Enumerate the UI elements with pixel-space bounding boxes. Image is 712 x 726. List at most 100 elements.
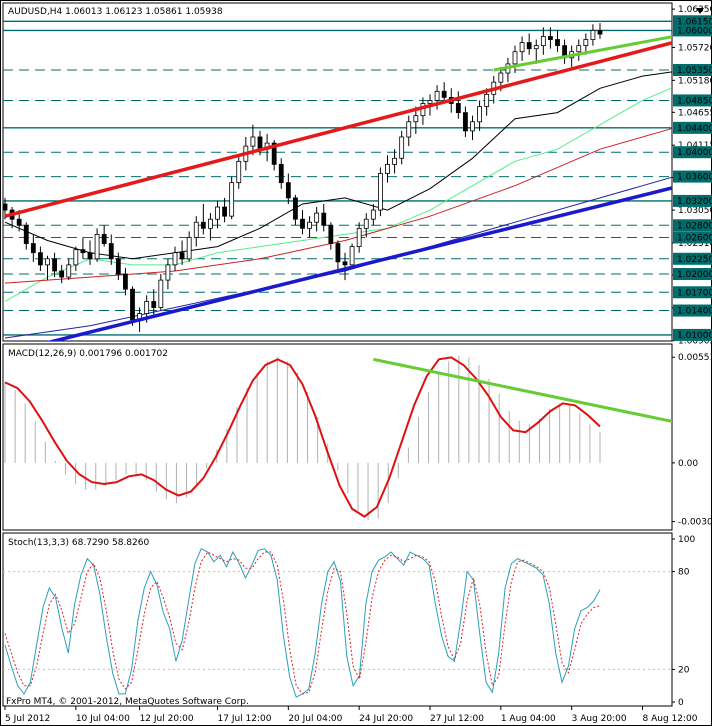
candle-body bbox=[108, 243, 114, 260]
candle bbox=[463, 106, 468, 137]
x-tick-label: 5 Jul 2012 bbox=[5, 714, 50, 724]
candle bbox=[455, 91, 461, 119]
y-tick-label: 1.04115 bbox=[678, 141, 712, 151]
candle bbox=[576, 39, 582, 61]
level-tag-bg bbox=[673, 146, 712, 159]
candle-body bbox=[66, 264, 72, 278]
y-tick-label: 1.06350 bbox=[678, 5, 712, 15]
candle bbox=[73, 246, 79, 271]
candle-body bbox=[548, 36, 553, 40]
candle bbox=[236, 155, 242, 189]
price-panel: 1.063501.057201.051801.046551.041151.035… bbox=[3, 5, 712, 347]
candle bbox=[562, 39, 567, 64]
candle bbox=[470, 115, 475, 141]
candle bbox=[526, 33, 532, 55]
candle-body bbox=[427, 100, 433, 104]
level-tag-label: 1.05350 bbox=[677, 66, 712, 76]
level-tag-label: 1.03200 bbox=[677, 197, 712, 207]
y-tick-label: 1.04655 bbox=[678, 108, 712, 118]
moving-average-ma-black bbox=[4, 71, 672, 260]
candle bbox=[300, 210, 305, 235]
candle bbox=[208, 213, 213, 241]
x-tick-label: 24 Jul 20:00 bbox=[359, 714, 413, 724]
candle-body bbox=[406, 121, 412, 138]
candle-body bbox=[498, 72, 504, 83]
stoch-main-line bbox=[4, 548, 601, 698]
candle-body bbox=[342, 261, 348, 266]
stoch-tick-label: 100 bbox=[678, 535, 695, 545]
candle bbox=[52, 252, 57, 278]
candle-body bbox=[208, 218, 213, 229]
candle-body bbox=[463, 112, 468, 132]
trend-line-support bbox=[46, 186, 672, 341]
candle bbox=[363, 213, 369, 238]
stoch-plot bbox=[3, 548, 672, 698]
y-tick-label: 1.05720 bbox=[678, 43, 712, 53]
candle-body bbox=[73, 249, 79, 266]
candle-body bbox=[3, 203, 8, 211]
candle bbox=[200, 203, 206, 235]
candle bbox=[151, 289, 157, 317]
candle bbox=[597, 23, 603, 39]
candle bbox=[505, 57, 511, 83]
candle bbox=[158, 274, 164, 311]
level-tag-bg bbox=[673, 63, 712, 76]
candle bbox=[38, 246, 43, 271]
candle bbox=[548, 27, 553, 49]
panel-frame-1 bbox=[2, 2, 673, 342]
level-tag-bg bbox=[673, 328, 712, 341]
level-tag-bg bbox=[673, 170, 712, 183]
candle-body bbox=[540, 36, 546, 47]
candle bbox=[115, 252, 121, 281]
candle-body bbox=[158, 279, 164, 308]
candle-body bbox=[285, 182, 291, 199]
candle-body bbox=[115, 258, 121, 275]
candle-body bbox=[356, 227, 362, 248]
macd-tick-label: -0.00306 bbox=[678, 518, 712, 528]
candle bbox=[215, 200, 220, 229]
level-tag-bg bbox=[673, 121, 712, 134]
stoch-signal-line bbox=[4, 551, 601, 695]
candle bbox=[165, 258, 171, 290]
stoch-title: Stoch(13,3,3) 68.7290 58.8260 bbox=[8, 538, 149, 548]
candle-body bbox=[441, 90, 447, 98]
candle-body bbox=[151, 301, 157, 308]
candle-body bbox=[363, 218, 369, 229]
candle-body bbox=[434, 90, 440, 101]
candle-body bbox=[399, 136, 405, 159]
candle bbox=[30, 234, 36, 262]
candle-body bbox=[130, 288, 135, 321]
level-tag-label: 1.04850 bbox=[677, 96, 712, 106]
candle bbox=[307, 216, 312, 238]
candle-body bbox=[123, 273, 128, 290]
candle bbox=[519, 36, 525, 61]
candle bbox=[179, 240, 185, 265]
candle-body bbox=[484, 93, 490, 107]
candle bbox=[342, 252, 348, 281]
stoch-tick-label: 0 bbox=[678, 698, 684, 708]
candle bbox=[130, 286, 135, 326]
x-axis: 5 Jul 2012 10 Jul 04:00 12 Jul 20:00 17 Jul… bbox=[4, 706, 698, 724]
candle-body bbox=[222, 206, 227, 217]
candle-body bbox=[349, 246, 355, 266]
level-tag-label: 1.01400 bbox=[677, 307, 712, 317]
candle-body bbox=[16, 218, 22, 226]
candle bbox=[420, 97, 426, 125]
candle bbox=[441, 82, 447, 104]
candle-body bbox=[392, 157, 397, 165]
price-plot bbox=[3, 20, 672, 341]
candle bbox=[172, 246, 178, 271]
y-tick-label: 1.05180 bbox=[678, 76, 712, 86]
candle bbox=[335, 240, 341, 271]
candle-body bbox=[385, 163, 390, 174]
candle-body bbox=[38, 252, 43, 266]
x-tick-label: 8 Aug 12:00 bbox=[643, 714, 698, 724]
candle-body bbox=[215, 206, 220, 220]
candle-body bbox=[519, 42, 525, 53]
level-tag-label: 1.06150 bbox=[677, 17, 712, 27]
y-tick-label: 1.00905 bbox=[678, 337, 712, 347]
level-tag-label: 1.02600 bbox=[677, 233, 712, 243]
candle-body bbox=[300, 218, 305, 229]
stoch-tick-label: 80 bbox=[678, 568, 690, 578]
candle-body bbox=[59, 270, 65, 278]
